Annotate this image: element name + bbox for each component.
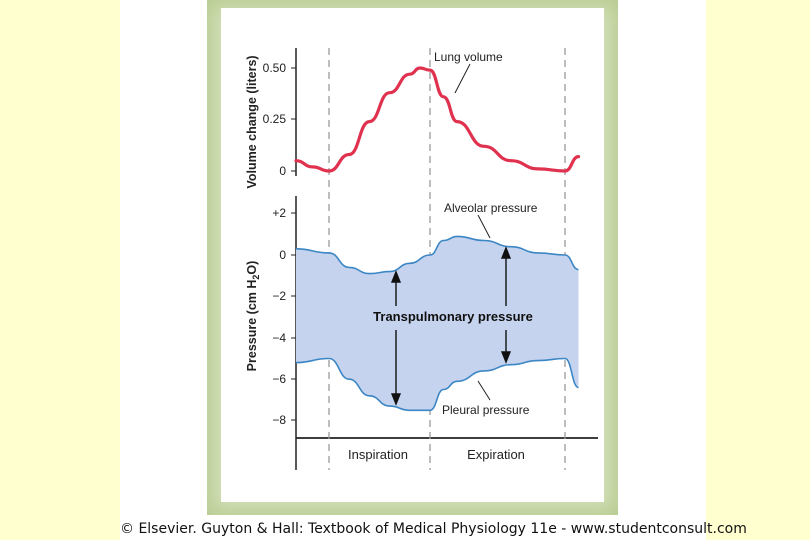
pressure-axis-title: Pressure (cm H2O)	[245, 261, 261, 372]
alveolar-pressure-line	[295, 235, 579, 275]
volume-tick-label: 0.25	[263, 112, 287, 126]
pleural-pressure-label: Pleural pressure	[442, 403, 530, 417]
lung-volume-pointer	[454, 63, 471, 94]
right-margin-band	[706, 0, 810, 540]
volume-ticks: 0.50 0.25 0	[263, 61, 296, 178]
pressure-ticks: +2 0 −2 −4 −6 −8	[272, 206, 296, 427]
transpulmonary-arrow-right	[500, 246, 512, 364]
alveolar-pressure-pointer	[477, 214, 491, 239]
pleural-pressure-line	[295, 357, 579, 412]
pressure-tick-label: −2	[272, 289, 286, 303]
expiration-label: Expiration	[467, 447, 525, 462]
volume-tick-label: 0.50	[263, 61, 287, 75]
figure-caption: © Elsevier. Guyton & Hall: Textbook of M…	[120, 521, 747, 540]
pressure-tick-label: −8	[272, 413, 286, 427]
transpulmonary-arrow-left	[390, 270, 402, 406]
pressure-tick-label: −6	[272, 372, 286, 386]
alveolar-pressure-label: Alveolar pressure	[444, 201, 538, 215]
pressure-tick-label: 0	[279, 248, 286, 262]
volume-tick-label: 0	[279, 164, 286, 178]
caption-text: © Elsevier. Guyton & Hall: Textbook of M…	[120, 521, 747, 537]
pressure-tick-label: −4	[272, 331, 286, 345]
inspiration-label: Inspiration	[348, 447, 408, 462]
transpulmonary-area	[296, 236, 579, 411]
pressure-tick-label: +2	[272, 206, 286, 220]
volume-axis-title: Volume change (liters)	[245, 55, 259, 188]
pleural-pressure-pointer	[477, 380, 491, 401]
lung-volume-label: Lung volume	[434, 50, 503, 64]
left-margin-band	[0, 0, 120, 540]
transpulmonary-pressure-label: Transpulmonary pressure	[373, 309, 533, 324]
lung-volume-line	[294, 66, 581, 173]
